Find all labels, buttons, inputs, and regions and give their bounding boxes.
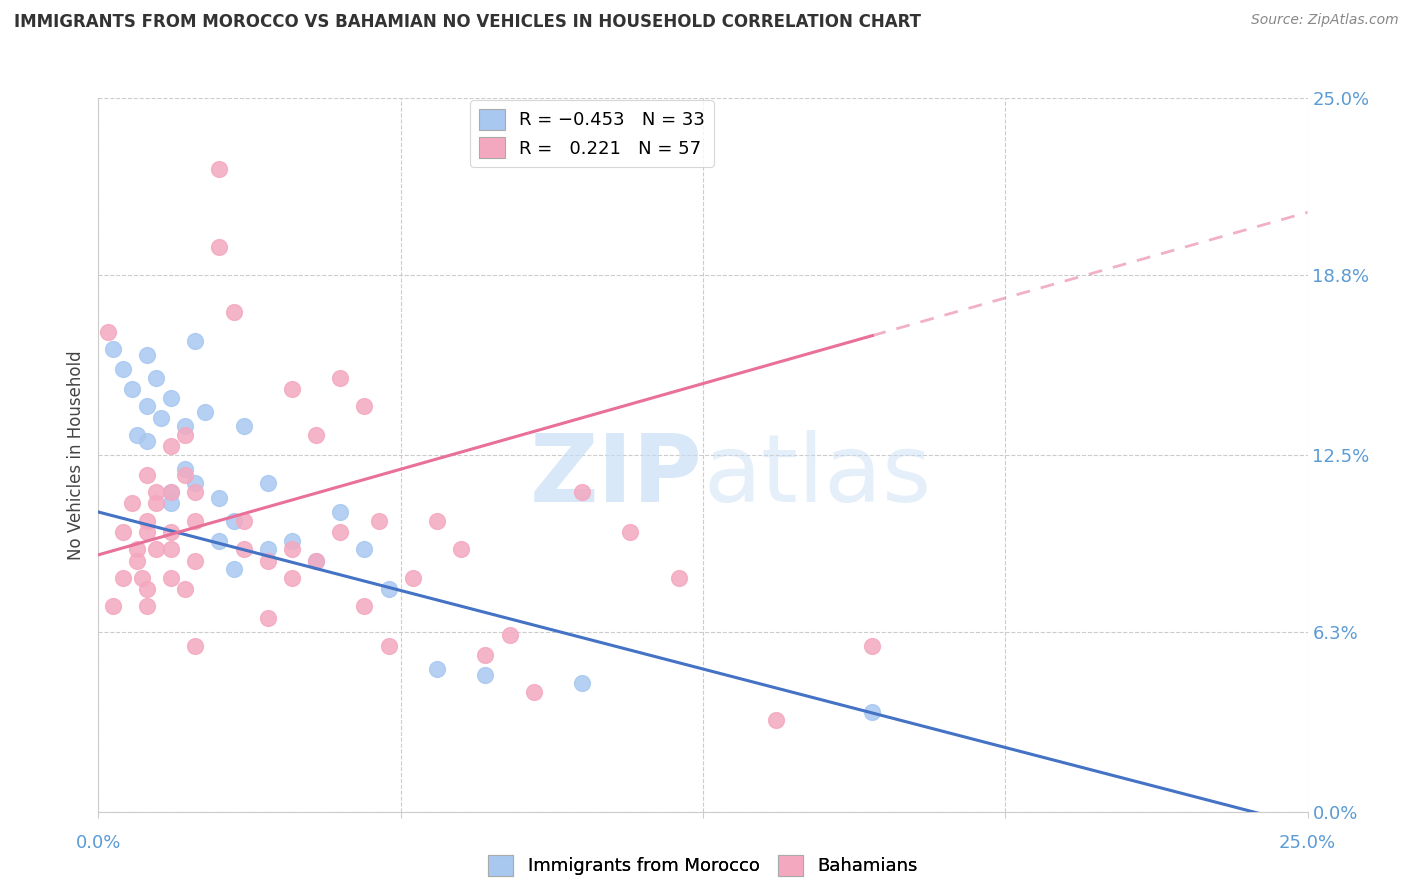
Point (208, 491, 231, 505)
Point (194, 405, 217, 419)
Point (208, 239, 231, 253)
Point (353, 542, 375, 557)
Point (160, 571, 183, 585)
Point (222, 305, 245, 319)
Point (232, 419, 254, 434)
Point (174, 467, 197, 482)
Point (97, 325, 120, 339)
Point (256, 542, 278, 557)
Point (426, 662, 449, 676)
Point (305, 553, 328, 567)
Point (135, 467, 157, 482)
Point (256, 610, 278, 624)
Text: atlas: atlas (703, 430, 931, 523)
Text: Source: ZipAtlas.com: Source: ZipAtlas.com (1251, 13, 1399, 28)
Point (101, 599, 124, 614)
Point (860, 639, 883, 653)
Point (135, 514, 157, 528)
Point (135, 400, 157, 414)
Point (329, 371, 352, 385)
Point (111, 524, 134, 539)
Point (184, 553, 207, 567)
Point (368, 514, 391, 528)
Point (184, 639, 207, 653)
Point (160, 524, 183, 539)
Point (474, 648, 496, 662)
Text: 0.0%: 0.0% (76, 834, 121, 852)
Point (127, 553, 149, 567)
Point (184, 476, 207, 491)
Point (281, 533, 304, 548)
Point (160, 439, 183, 453)
Point (353, 400, 375, 414)
Point (160, 391, 183, 405)
Point (281, 571, 304, 585)
Point (135, 434, 157, 448)
Point (426, 514, 449, 528)
Point (256, 476, 278, 491)
Point (145, 542, 167, 557)
Point (101, 343, 124, 357)
Point (498, 628, 520, 642)
Point (160, 485, 183, 500)
Text: IMMIGRANTS FROM MOROCCO VS BAHAMIAN NO VEHICLES IN HOUSEHOLD CORRELATION CHART: IMMIGRANTS FROM MOROCCO VS BAHAMIAN NO V… (14, 13, 921, 31)
Point (145, 371, 167, 385)
Point (160, 542, 183, 557)
Point (174, 462, 197, 476)
Point (174, 428, 197, 442)
Point (571, 676, 593, 690)
Point (174, 419, 197, 434)
Point (135, 599, 157, 614)
Y-axis label: No Vehicles in Household: No Vehicles in Household (67, 350, 86, 560)
Point (160, 496, 183, 510)
Point (135, 524, 157, 539)
Point (619, 524, 641, 539)
Point (232, 542, 254, 557)
Point (474, 667, 496, 681)
Point (222, 514, 245, 528)
Point (765, 714, 787, 728)
Point (305, 553, 328, 567)
Point (208, 533, 231, 548)
Point (127, 542, 149, 557)
Point (281, 542, 304, 557)
Point (135, 348, 157, 362)
Point (668, 571, 690, 585)
Point (127, 428, 149, 442)
Point (353, 599, 375, 614)
Point (860, 705, 883, 719)
Point (222, 562, 245, 576)
Point (305, 428, 328, 442)
Point (256, 553, 278, 567)
Point (377, 582, 399, 596)
Point (121, 496, 143, 510)
Point (184, 334, 207, 348)
Point (135, 582, 157, 596)
Point (232, 514, 254, 528)
Point (571, 485, 593, 500)
Point (184, 514, 207, 528)
Text: 25.0%: 25.0% (1279, 834, 1336, 852)
Point (131, 571, 153, 585)
Point (145, 496, 167, 510)
Point (150, 410, 173, 425)
Point (208, 162, 231, 177)
Point (184, 485, 207, 500)
Point (523, 685, 546, 699)
Point (111, 571, 134, 585)
Point (111, 362, 134, 376)
Point (329, 505, 352, 519)
Point (450, 542, 472, 557)
Point (377, 639, 399, 653)
Point (174, 582, 197, 596)
Point (145, 485, 167, 500)
Point (160, 485, 183, 500)
Legend: Immigrants from Morocco, Bahamians: Immigrants from Morocco, Bahamians (479, 846, 927, 885)
Text: ZIP: ZIP (530, 430, 703, 523)
Point (329, 524, 352, 539)
Point (402, 571, 425, 585)
Point (281, 382, 304, 396)
Point (121, 382, 143, 396)
